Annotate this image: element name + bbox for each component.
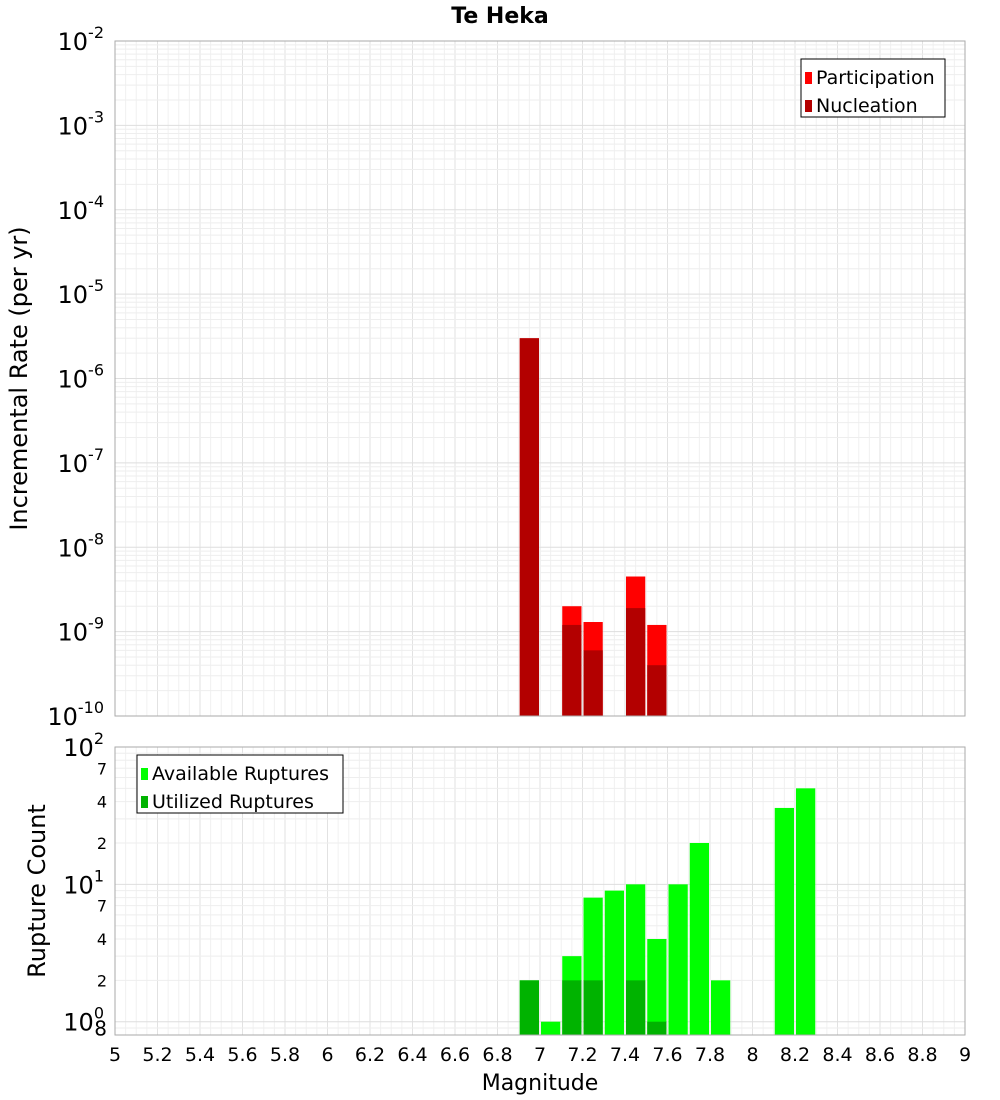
y-tick-label: 100	[63, 1004, 104, 1037]
y-minor-tick-label: 2	[97, 834, 107, 853]
y-tick-sublabel: 8	[94, 1017, 107, 1041]
x-tick-label: 6.6	[440, 1044, 470, 1066]
bar-available-ruptures	[711, 980, 731, 1035]
x-tick-label: 5.4	[185, 1044, 215, 1066]
bar-available-ruptures	[689, 843, 709, 1035]
bar-utilized-ruptures	[562, 980, 582, 1035]
x-tick-label: 6.8	[482, 1044, 512, 1066]
legend-swatch	[141, 796, 148, 808]
x-tick-label: 6	[321, 1044, 333, 1066]
legend-label: Utilized Ruptures	[152, 791, 314, 813]
y-minor-tick-label: 7	[97, 897, 107, 916]
bar-utilized-ruptures	[626, 980, 646, 1035]
bar-nucleation	[562, 624, 582, 716]
legend: Available Ruptures Utilized Ruptures	[136, 754, 344, 814]
x-tick-label: 7.2	[567, 1044, 597, 1066]
bar-nucleation	[583, 650, 603, 716]
bar-nucleation	[647, 665, 667, 716]
y-tick-label: 10-2	[58, 23, 105, 56]
x-tick-label: 7	[534, 1044, 546, 1066]
bar-nucleation	[626, 608, 646, 716]
legend-label: Nucleation	[816, 95, 918, 117]
plot-frame	[114, 746, 966, 1036]
bar-available-ruptures	[774, 807, 794, 1035]
x-tick-label: 7.4	[610, 1044, 640, 1066]
x-tick-label: 8.2	[780, 1044, 810, 1066]
y-tick-label: 10-5	[58, 276, 105, 309]
y-tick-label: 10-9	[58, 614, 105, 647]
x-tick-label: 8.8	[907, 1044, 937, 1066]
y-axis-title: Rupture Count	[23, 804, 51, 978]
bar-utilized-ruptures	[647, 1021, 667, 1035]
x-tick-label: 8	[746, 1044, 758, 1066]
magnitude-x-axis: 5 5.2 5.4 5.6 5.8 6 6.2 6.4 6.6 6.8 7 7.2 7.4 7.6 7.8 8…	[109, 1044, 971, 1066]
bar-available-ruptures	[796, 788, 816, 1035]
y-tick-label: 10-6	[58, 361, 105, 394]
y-tick-label: 102	[63, 729, 104, 762]
x-tick-label: 7.8	[695, 1044, 725, 1066]
bar-available-ruptures	[541, 1021, 561, 1035]
x-tick-label: 9	[959, 1044, 971, 1066]
legend-box	[800, 58, 946, 118]
x-tick-label: 8.6	[865, 1044, 895, 1066]
y-tick-label: 101	[63, 866, 104, 899]
bar-available-ruptures	[604, 890, 624, 1035]
y-minor-tick-label: 7	[97, 759, 107, 778]
y-axis-title: Incremental Rate (per yr)	[5, 226, 33, 530]
incremental-rate-panel: 10-10 10-9 10-8 10-7 10-6 10-5 10-4 10-3 10-2 Inc…	[5, 23, 966, 731]
x-tick-label: 5	[109, 1044, 121, 1066]
legend-label: Available Ruptures	[152, 763, 329, 785]
bar-nucleation	[519, 338, 539, 716]
y-minor-tick-label: 2	[97, 971, 107, 990]
legend-swatch	[141, 768, 148, 780]
y-tick-label: 10-8	[58, 529, 105, 562]
y-tick-label: 10-3	[58, 107, 105, 140]
bar-available-ruptures	[647, 939, 667, 1035]
legend-swatch	[805, 72, 812, 84]
bar-utilized-ruptures	[583, 980, 603, 1035]
y-minor-tick-label: 4	[97, 793, 107, 812]
x-tick-label: 5.6	[227, 1044, 257, 1066]
x-axis-title: Magnitude	[482, 1071, 599, 1096]
x-tick-label: 6.2	[355, 1044, 385, 1066]
x-tick-label: 6.4	[397, 1044, 427, 1066]
legend: Participation Nucleation	[800, 58, 946, 118]
legend-swatch	[805, 100, 812, 112]
legend-label: Participation	[816, 67, 935, 89]
chart-title: Te Heka	[451, 4, 548, 29]
legend-box	[136, 754, 344, 814]
bar-available-ruptures	[668, 884, 688, 1035]
bar-utilized-ruptures	[519, 980, 539, 1035]
y-tick-label: 10-7	[58, 445, 105, 478]
y-tick-label: 10-4	[58, 192, 105, 225]
plot-frame	[114, 40, 966, 717]
y-tick-label: 10-10	[47, 698, 104, 731]
x-tick-label: 5.2	[142, 1044, 172, 1066]
x-tick-label: 8.4	[822, 1044, 852, 1066]
x-tick-label: 7.6	[652, 1044, 682, 1066]
x-tick-label: 5.8	[270, 1044, 300, 1066]
y-minor-tick-label: 4	[97, 930, 107, 949]
